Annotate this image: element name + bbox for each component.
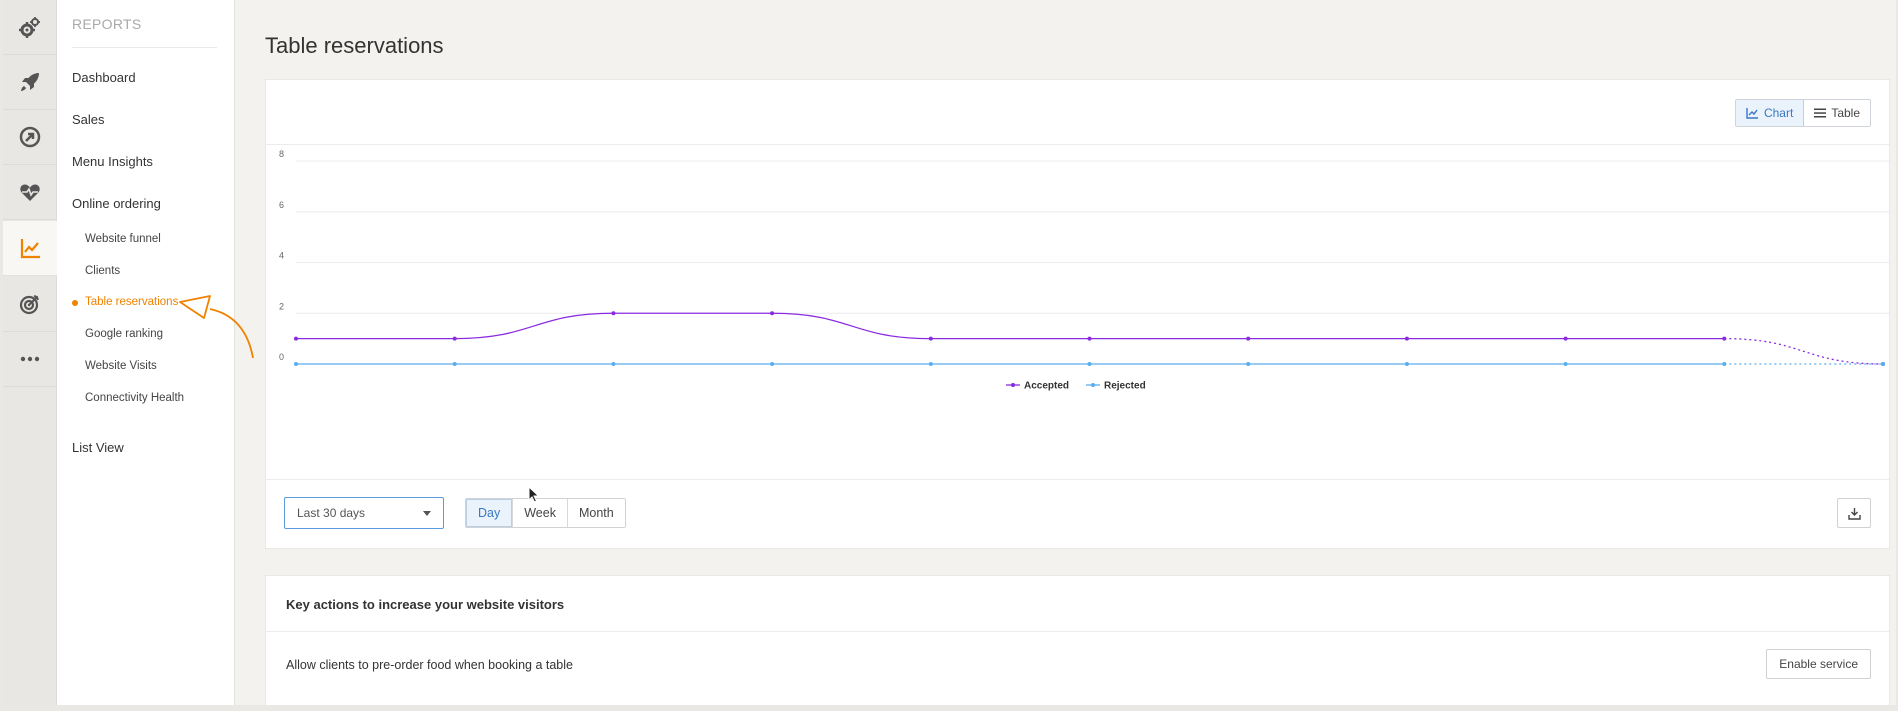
period-day-button[interactable]: Day [466, 499, 513, 527]
data-point [1246, 362, 1251, 366]
date-range-select[interactable]: Last 30 days [284, 497, 444, 529]
nav-sales[interactable]: Sales [72, 112, 105, 127]
y-tick-label: 0 [279, 352, 284, 362]
rail-item-launch[interactable] [3, 55, 57, 110]
rail-item-health[interactable] [3, 165, 57, 220]
chart-view-label: Chart [1763, 106, 1794, 120]
y-tick-label: 6 [279, 200, 284, 210]
nav-menu-insights[interactable]: Menu Insights [72, 154, 153, 169]
data-point [928, 336, 933, 341]
legend-label: Rejected [1104, 381, 1146, 392]
data-point [1246, 336, 1251, 341]
data-point [611, 362, 616, 366]
icon-rail [3, 0, 59, 705]
subnav-divider [72, 47, 217, 48]
data-point [1087, 336, 1092, 341]
chart-view-button[interactable]: Chart [1735, 100, 1805, 126]
data-point [770, 362, 775, 366]
data-point [452, 362, 457, 366]
data-point [1404, 336, 1409, 341]
list-icon [1814, 108, 1827, 118]
enable-service-button[interactable]: Enable service [1766, 649, 1871, 679]
data-point [928, 362, 933, 366]
chart-line-icon [1746, 108, 1758, 119]
period-toggle: Day Week Month [465, 498, 626, 528]
chart-area: 0 2 4 6 8 Accepted Rejected [266, 146, 1891, 479]
target-icon [19, 295, 39, 315]
card-footer: Last 30 days Day Week Month [266, 479, 1889, 549]
mouse-cursor-icon [528, 486, 540, 503]
rocket-icon [21, 73, 39, 91]
y-tick-label: 4 [279, 251, 284, 261]
nav-google-ranking[interactable]: Google ranking [85, 328, 163, 340]
data-point [1881, 362, 1885, 366]
nav-table-reservations[interactable]: Table reservations [85, 296, 179, 308]
data-point [452, 336, 457, 341]
gears-icon [19, 17, 40, 38]
download-icon [1847, 507, 1861, 520]
legend-marker [1091, 383, 1095, 387]
annotation-arrow [179, 295, 254, 359]
nav-dashboard[interactable]: Dashboard [72, 70, 136, 85]
data-point [294, 336, 298, 341]
nav-clients[interactable]: Clients [85, 265, 121, 277]
data-point [770, 311, 775, 316]
table-view-label: Table [1831, 106, 1860, 120]
rail-item-more[interactable] [3, 332, 57, 387]
period-month-button[interactable]: Month [566, 499, 625, 527]
table-view-button[interactable]: Table [1804, 100, 1870, 126]
nav-list-view[interactable]: List View [72, 440, 124, 455]
view-toggle: Chart Table [1734, 99, 1871, 127]
rail-item-marketing[interactable] [3, 277, 57, 332]
card-header: Chart Table [266, 80, 1889, 145]
rail-item-growth[interactable] [3, 110, 57, 165]
y-tick-label: 2 [279, 301, 284, 311]
period-week-button[interactable]: Week [512, 499, 567, 527]
data-point [1722, 362, 1727, 366]
reports-subnav: REPORTS Dashboard Sales Menu Insights On… [57, 0, 235, 705]
data-point [1087, 362, 1092, 366]
nav-website-visits[interactable]: Website Visits [85, 360, 157, 372]
y-tick-label: 8 [279, 149, 284, 159]
legend-marker [1011, 383, 1015, 387]
date-range-value: Last 30 days [297, 506, 366, 520]
nav-connectivity-health[interactable]: Connectivity Health [85, 392, 185, 404]
data-point [611, 311, 616, 316]
active-indicator-dot [72, 300, 78, 306]
data-point [294, 362, 298, 366]
reservations-card: Chart Table 0 2 4 6 8 Accepted Rejected Last 3… [265, 79, 1891, 549]
app-frame: REPORTS Dashboard Sales Menu Insights On… [3, 0, 1896, 705]
subnav-section-title: REPORTS [72, 16, 142, 32]
chart-line-icon [20, 239, 40, 259]
data-point [1563, 336, 1568, 341]
page-title: Table reservations [265, 33, 444, 58]
nav-website-funnel[interactable]: Website funnel [85, 233, 161, 245]
series-line-accepted [296, 312, 1725, 340]
legend-label: Accepted [1024, 381, 1069, 392]
key-actions-divider [266, 631, 1889, 632]
data-point [1563, 362, 1568, 366]
heart-pulse-icon [20, 184, 40, 201]
pre-order-action-label: Allow clients to pre-order food when boo… [286, 658, 573, 672]
caret-down-icon [423, 510, 431, 516]
series-projection-accepted [1724, 337, 1884, 365]
rail-item-reports[interactable] [3, 221, 59, 276]
rail-item-settings[interactable] [3, 0, 57, 55]
line-chart: 0 2 4 6 8 Accepted Rejected [279, 149, 1891, 392]
key-actions-title: Key actions to increase your website vis… [286, 597, 565, 612]
key-actions-card: Key actions to increase your website vis… [265, 575, 1890, 705]
nav-online-ordering[interactable]: Online ordering [72, 196, 161, 211]
data-point [1404, 362, 1409, 366]
arrow-circle-icon [19, 126, 41, 148]
more-dots-icon [20, 356, 40, 362]
data-point [1722, 336, 1727, 341]
download-button[interactable] [1837, 498, 1871, 528]
